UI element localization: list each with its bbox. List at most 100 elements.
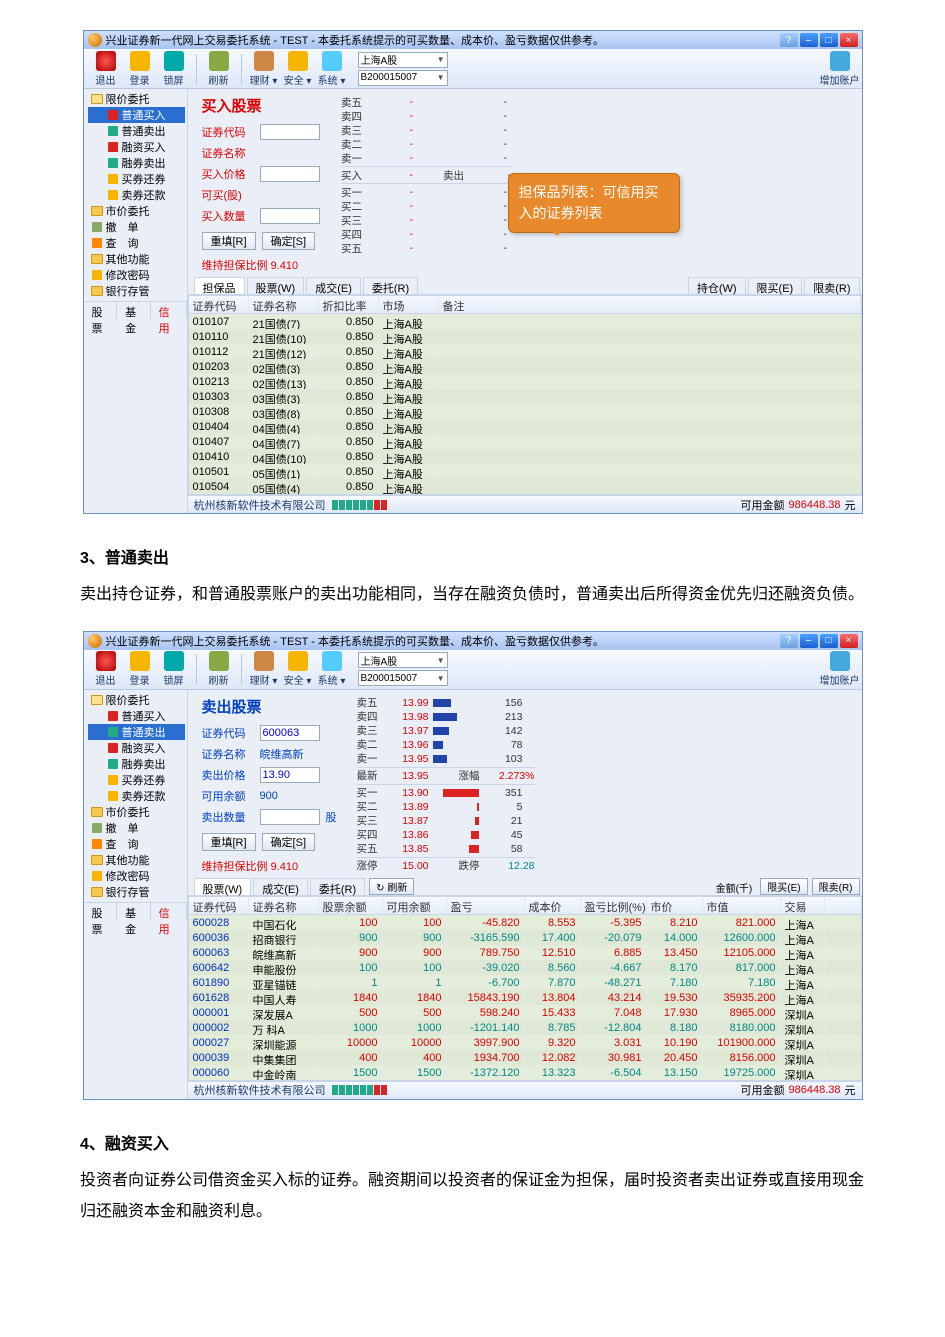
col-证券代码[interactable]: 证券代码 (189, 897, 249, 914)
market-select[interactable]: 上海A股 (358, 52, 448, 68)
toolbar-系统[interactable]: 系统 ▾ (316, 51, 348, 87)
bottom-tab-基金[interactable]: 基金 (117, 302, 151, 319)
nav-融券卖出[interactable]: 融券卖出 (88, 756, 185, 772)
toolbar-安全[interactable]: 安全 ▾ (282, 51, 314, 87)
nav-普通买入[interactable]: 普通买入 (88, 107, 185, 123)
toolbar-刷新[interactable]: 刷新 (203, 51, 235, 87)
table-row[interactable]: 01050405国债(4)0.850上海A股 (189, 479, 861, 494)
nav-融资买入[interactable]: 融资买入 (88, 740, 185, 756)
col-折扣比率[interactable]: 折扣比率 (319, 296, 379, 313)
table-row[interactable]: 000039中集集团4004001934.70012.08230.98120.4… (189, 1050, 861, 1065)
toolbar-登录[interactable]: 登录 (124, 51, 156, 87)
toolbar-理财[interactable]: 理财 ▾ (248, 51, 280, 87)
tab-担保品[interactable]: 担保品 (194, 277, 245, 294)
tab-持仓(W)[interactable]: 持仓(W) (688, 277, 746, 294)
add-account-button[interactable]: 增加账户 (824, 651, 856, 687)
table-row[interactable]: 01011021国债(10)0.850上海A股 (189, 329, 861, 344)
table-row[interactable]: 01030803国债(8)0.850上海A股 (189, 404, 861, 419)
nav-普通卖出[interactable]: 普通卖出 (88, 123, 185, 139)
col-市价[interactable]: 市价 (647, 897, 703, 914)
nav-撤单[interactable]: 撤 单 (88, 820, 185, 836)
nav-撤单[interactable]: 撤 单 (88, 219, 185, 235)
code-input[interactable] (260, 124, 320, 140)
maximize-button[interactable]: □ (820, 33, 838, 47)
nav-限价委托[interactable]: 限价委托 (88, 692, 185, 708)
table-row[interactable]: 01011221国债(12)0.850上海A股 (189, 344, 861, 359)
col-证券名称[interactable]: 证券名称 (249, 897, 319, 914)
nav-修改密码[interactable]: 修改密码 (88, 267, 185, 283)
account-select[interactable]: B200015007 (358, 670, 448, 686)
price-input[interactable] (260, 166, 320, 182)
minimize-button[interactable]: – (800, 634, 818, 648)
table-row[interactable]: 000060中金岭南15001500-1372.12013.323-6.5041… (189, 1065, 861, 1080)
table-row[interactable]: 601628中国人寿1840184015843.19013.80443.2141… (189, 990, 861, 1005)
nav-卖券还款[interactable]: 卖券还款 (88, 788, 185, 804)
tab-股票(W)[interactable]: 股票(W) (247, 277, 305, 294)
tab-委托(R)[interactable]: 委托(R) (363, 277, 418, 294)
table-row[interactable]: 600063皖维高新900900789.75012.5106.88513.450… (189, 945, 861, 960)
market-select[interactable]: 上海A股 (358, 652, 448, 668)
reset-button[interactable]: 重填[R] (202, 833, 256, 851)
minimize-button[interactable]: – (800, 33, 818, 47)
nav-修改密码[interactable]: 修改密码 (88, 868, 185, 884)
table-row[interactable]: 01020302国债(3)0.850上海A股 (189, 359, 861, 374)
col-市场[interactable]: 市场 (379, 296, 439, 313)
toolbar-刷新[interactable]: 刷新 (203, 651, 235, 687)
maximize-button[interactable]: □ (820, 634, 838, 648)
toolbar-系统[interactable]: 系统 ▾ (316, 651, 348, 687)
table-row[interactable]: 000027深圳能源10000100003997.9009.3203.03110… (189, 1035, 861, 1050)
bottom-tab-基金[interactable]: 基金 (117, 903, 151, 920)
submit-button[interactable]: 确定[S] (262, 833, 315, 851)
nav-市价委托[interactable]: 市价委托 (88, 203, 185, 219)
table-row[interactable]: 01041004国债(10)0.850上海A股 (189, 449, 861, 464)
nav-普通买入[interactable]: 普通买入 (88, 708, 185, 724)
nav-其他功能[interactable]: 其他功能 (88, 852, 185, 868)
account-select[interactable]: B200015007 (358, 70, 448, 86)
btn-限买(E)[interactable]: 限买(E) (760, 878, 807, 895)
toolbar-锁屏[interactable]: 锁屏 (158, 651, 190, 687)
col-市值[interactable]: 市值 (703, 897, 781, 914)
tab-限卖(R)[interactable]: 限卖(R) (804, 277, 859, 294)
code-input[interactable] (260, 725, 320, 741)
tab-委托(R)[interactable]: 委托(R) (310, 878, 365, 895)
nav-限价委托[interactable]: 限价委托 (88, 91, 185, 107)
table-row[interactable]: 01040404国债(4)0.850上海A股 (189, 419, 861, 434)
table-row[interactable]: 01040704国债(7)0.850上海A股 (189, 434, 861, 449)
nav-查询[interactable]: 查 询 (88, 235, 185, 251)
price-input[interactable] (260, 767, 320, 783)
table-row[interactable]: 000002万 科A10001000-1201.1408.785-12.8048… (189, 1020, 861, 1035)
bottom-tab-信 用[interactable]: 信 用 (151, 302, 187, 319)
table-row[interactable]: 01050105国债(1)0.850上海A股 (189, 464, 861, 479)
col-证券名称[interactable]: 证券名称 (249, 296, 319, 313)
toolbar-锁屏[interactable]: 锁屏 (158, 51, 190, 87)
bottom-tab-股票[interactable]: 股票 (84, 903, 118, 920)
col-可用余额[interactable]: 可用余额 (383, 897, 447, 914)
nav-买券还券[interactable]: 买券还券 (88, 171, 185, 187)
col-备注[interactable]: 备注 (439, 296, 861, 313)
nav-卖券还款[interactable]: 卖券还款 (88, 187, 185, 203)
nav-买券还券[interactable]: 买券还券 (88, 772, 185, 788)
table-row[interactable]: 01010721国债(7)0.850上海A股 (189, 314, 861, 329)
table-row[interactable]: 01021302国债(13)0.850上海A股 (189, 374, 861, 389)
col-成本价[interactable]: 成本价 (525, 897, 581, 914)
submit-button[interactable]: 确定[S] (262, 232, 315, 250)
toolbar-理财[interactable]: 理财 ▾ (248, 651, 280, 687)
bottom-tab-股票[interactable]: 股票 (84, 302, 118, 319)
btn-限卖(R)[interactable]: 限卖(R) (812, 878, 860, 895)
close-button[interactable]: × (840, 33, 858, 47)
toolbar-安全[interactable]: 安全 ▾ (282, 651, 314, 687)
help-button[interactable]: ? (780, 634, 798, 648)
add-account-button[interactable]: 增加账户 (824, 51, 856, 87)
nav-银行存管[interactable]: 银行存管 (88, 884, 185, 900)
reset-button[interactable]: 重填[R] (202, 232, 256, 250)
qty-input[interactable] (260, 809, 320, 825)
table-row[interactable]: 01030303国债(3)0.850上海A股 (189, 389, 861, 404)
refresh-button[interactable]: ↻ 刷新 (369, 878, 414, 895)
col-盈亏[interactable]: 盈亏 (447, 897, 525, 914)
table-row[interactable]: 600642申能股份100100-39.0208.560-4.6678.1708… (189, 960, 861, 975)
col-证券代码[interactable]: 证券代码 (189, 296, 249, 313)
nav-普通卖出[interactable]: 普通卖出 (88, 724, 185, 740)
nav-融资买入[interactable]: 融资买入 (88, 139, 185, 155)
qty-input[interactable] (260, 208, 320, 224)
bottom-tab-信 用[interactable]: 信 用 (151, 903, 187, 920)
